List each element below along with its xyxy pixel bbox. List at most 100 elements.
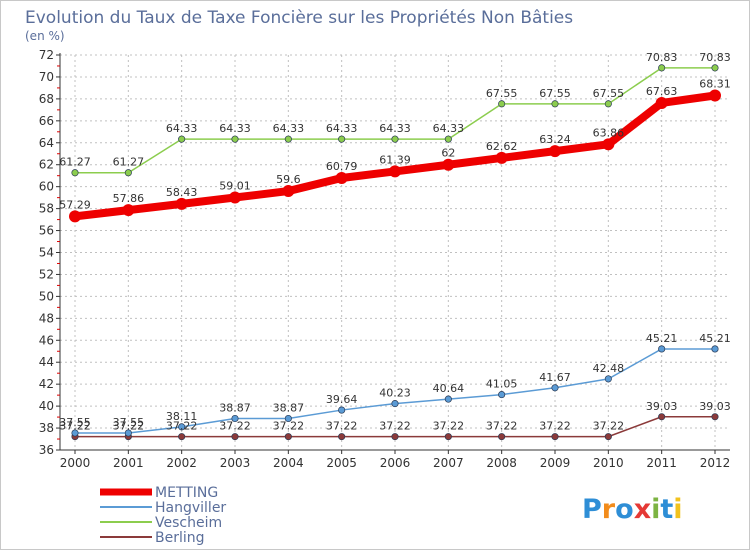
y-tick-label: 46 — [39, 333, 54, 347]
data-label-hangviller: 39.64 — [326, 393, 358, 406]
x-tick-label: 2010 — [593, 456, 624, 470]
data-point-metting — [335, 171, 348, 184]
data-point-vescheim — [338, 135, 346, 143]
data-point-metting — [442, 158, 455, 171]
data-point-hangviller — [284, 414, 292, 423]
unit-label: (en %) — [25, 29, 65, 43]
data-label-metting: 59.6 — [276, 173, 301, 186]
logo-letter: r — [602, 494, 616, 525]
data-point-metting — [282, 185, 295, 198]
data-label-berling: 39.03 — [699, 400, 731, 413]
data-label-vescheim: 64.33 — [219, 122, 251, 135]
data-label-vescheim: 67.55 — [593, 87, 625, 100]
data-point-vescheim — [711, 64, 719, 72]
data-point-hangviller — [391, 400, 399, 408]
logo-letter: x — [634, 494, 651, 525]
data-label-berling: 37.22 — [326, 420, 358, 433]
data-point-metting — [122, 204, 135, 217]
data-label-hangviller: 38.87 — [219, 402, 251, 415]
data-point-hangviller — [338, 406, 346, 414]
x-tick-label: 2011 — [646, 456, 677, 470]
data-point-berling — [498, 433, 506, 441]
y-tick-label: 36 — [39, 443, 54, 457]
y-tick-label: 72 — [39, 48, 54, 62]
data-label-metting: 60.79 — [326, 160, 358, 173]
data-label-hangviller: 41.67 — [539, 371, 571, 384]
data-point-vescheim — [444, 135, 452, 143]
y-tick-label: 60 — [39, 180, 54, 194]
x-tick-label: 2012 — [700, 456, 731, 470]
x-tick-label: 2001 — [113, 456, 144, 470]
data-point-berling — [338, 433, 346, 441]
data-point-hangviller — [604, 375, 612, 383]
data-point-berling — [231, 433, 239, 441]
data-point-berling — [604, 433, 612, 441]
data-label-metting: 57.29 — [59, 198, 91, 211]
data-label-berling: 37.22 — [433, 420, 465, 433]
data-label-hangviller: 38.11 — [166, 410, 198, 423]
data-point-vescheim — [391, 135, 399, 143]
data-point-berling — [551, 433, 559, 441]
y-tick-label: 64 — [39, 136, 54, 150]
data-label-metting: 58.43 — [166, 186, 198, 199]
data-labels: 61.27 61.27 64.33 64.33 64.33 64.33 64.33 64.33… — [59, 51, 731, 433]
y-tick-label: 54 — [39, 246, 54, 260]
y-tick-label: 50 — [39, 289, 54, 303]
x-tick-label: 2007 — [433, 456, 464, 470]
axes: 36 38 40 42 44 46 48 50 52 54 56 58 60 62 64 66 68 70 72 20… — [39, 48, 731, 470]
data-label-berling: 37.22 — [379, 420, 411, 433]
data-label-metting: 61.39 — [379, 153, 411, 166]
data-label-hangviller: 42.48 — [593, 362, 625, 375]
logo-letter: t — [660, 494, 673, 525]
data-label-metting: 68.31 — [699, 77, 731, 90]
logo-letter: P — [582, 494, 602, 525]
data-point-vescheim — [604, 100, 612, 108]
data-point-hangviller — [498, 391, 506, 399]
data-label-hangviller: 37.55 — [59, 416, 91, 429]
legend-label-metting: METTING — [155, 485, 218, 501]
data-point-vescheim — [498, 100, 506, 108]
logo-letter: o — [615, 494, 634, 525]
data-label-berling: 37.22 — [486, 420, 518, 433]
data-label-vescheim: 64.33 — [273, 122, 305, 135]
y-tick-label: 44 — [39, 355, 54, 369]
series-lines — [69, 64, 721, 441]
data-point-vescheim — [658, 64, 666, 72]
data-point-vescheim — [124, 169, 132, 177]
y-tick-label: 56 — [39, 224, 54, 238]
data-point-vescheim — [284, 135, 292, 143]
data-point-metting — [709, 89, 721, 102]
data-label-berling: 37.22 — [166, 420, 198, 433]
data-label-vescheim: 70.83 — [646, 51, 678, 64]
data-label-vescheim: 67.55 — [486, 87, 518, 100]
y-tick-label: 52 — [39, 267, 54, 281]
data-point-vescheim — [231, 135, 239, 143]
y-tick-label: 66 — [39, 114, 54, 128]
data-label-vescheim: 61.27 — [113, 156, 145, 169]
data-point-vescheim — [551, 100, 559, 108]
data-point-hangviller — [444, 395, 452, 403]
data-label-vescheim: 61.27 — [59, 156, 91, 169]
data-label-hangviller: 38.87 — [273, 402, 305, 415]
data-label-berling: 37.22 — [59, 420, 91, 433]
data-point-hangviller — [658, 345, 666, 353]
data-label-metting: 57.86 — [113, 192, 145, 205]
data-label-berling: 37.22 — [273, 420, 305, 433]
x-tick-label: 2009 — [540, 456, 571, 470]
data-label-metting: 67.63 — [646, 85, 678, 98]
data-label-hangviller: 40.64 — [433, 382, 465, 395]
legend-label-berling: Berling — [155, 530, 205, 546]
data-point-berling — [711, 413, 719, 421]
data-label-berling: 37.22 — [593, 420, 625, 433]
data-label-hangviller: 45.21 — [699, 332, 731, 345]
data-point-hangviller — [71, 429, 79, 437]
data-point-berling — [178, 433, 186, 441]
x-tick-label: 2000 — [60, 456, 91, 470]
data-label-vescheim: 67.55 — [539, 87, 571, 100]
data-label-berling: 37.22 — [539, 420, 571, 433]
data-label-vescheim: 64.33 — [379, 122, 411, 135]
data-point-berling — [444, 433, 452, 441]
data-label-vescheim: 64.33 — [166, 122, 198, 135]
y-tick-label: 68 — [39, 92, 54, 106]
